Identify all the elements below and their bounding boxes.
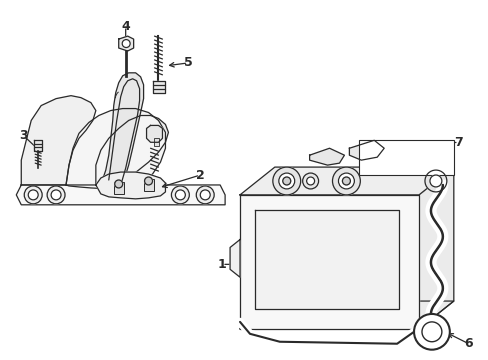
Polygon shape: [34, 140, 42, 151]
Bar: [359, 140, 453, 175]
Circle shape: [122, 40, 130, 48]
Circle shape: [421, 322, 441, 342]
Circle shape: [196, 186, 214, 204]
Polygon shape: [240, 167, 453, 195]
Polygon shape: [349, 140, 384, 160]
Circle shape: [332, 167, 360, 195]
Polygon shape: [119, 36, 133, 51]
Circle shape: [413, 314, 449, 350]
Polygon shape: [66, 109, 165, 189]
Bar: [114, 182, 123, 194]
Polygon shape: [96, 172, 165, 199]
Circle shape: [338, 173, 354, 189]
Circle shape: [115, 180, 122, 188]
Text: 3: 3: [19, 129, 27, 142]
Circle shape: [424, 170, 446, 192]
Circle shape: [429, 175, 441, 187]
Polygon shape: [230, 239, 240, 277]
Polygon shape: [240, 195, 418, 329]
Circle shape: [47, 186, 65, 204]
Text: 5: 5: [183, 57, 192, 69]
Circle shape: [200, 190, 210, 200]
Polygon shape: [254, 210, 398, 309]
Polygon shape: [240, 301, 453, 329]
Circle shape: [28, 190, 38, 200]
Polygon shape: [16, 185, 224, 205]
Circle shape: [306, 177, 314, 185]
Circle shape: [24, 186, 42, 204]
Text: 1: 1: [217, 258, 226, 271]
Text: 2: 2: [196, 168, 204, 181]
Polygon shape: [96, 116, 168, 186]
Circle shape: [302, 173, 318, 189]
Circle shape: [342, 177, 350, 185]
Polygon shape: [309, 148, 344, 165]
Text: 7: 7: [453, 136, 462, 149]
Polygon shape: [101, 73, 143, 186]
Circle shape: [144, 177, 152, 185]
Text: 4: 4: [121, 20, 130, 33]
Polygon shape: [21, 96, 96, 185]
Polygon shape: [418, 167, 453, 329]
Bar: [143, 179, 153, 191]
Circle shape: [272, 167, 300, 195]
Circle shape: [282, 177, 290, 185]
Circle shape: [278, 173, 294, 189]
Polygon shape: [146, 125, 162, 142]
Circle shape: [175, 190, 185, 200]
Bar: [153, 138, 159, 146]
Text: 6: 6: [464, 337, 472, 350]
Circle shape: [51, 190, 61, 200]
Circle shape: [171, 186, 189, 204]
Polygon shape: [152, 81, 165, 93]
